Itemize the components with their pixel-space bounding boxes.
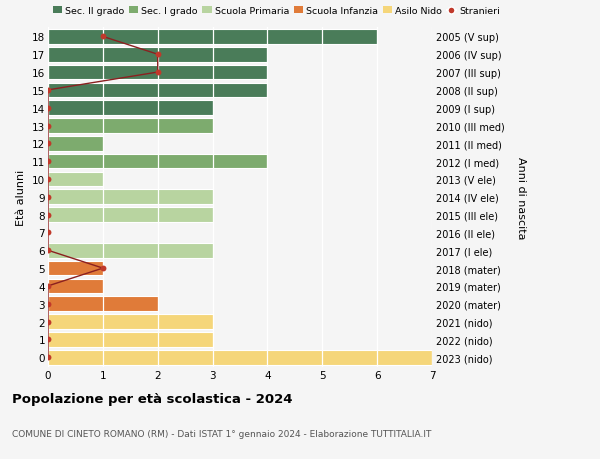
Bar xyxy=(48,350,432,365)
Point xyxy=(43,354,53,361)
Legend: Sec. II grado, Sec. I grado, Scuola Primaria, Scuola Infanzia, Asilo Nido, Stran: Sec. II grado, Sec. I grado, Scuola Prim… xyxy=(53,7,500,16)
Bar xyxy=(48,243,212,258)
Point xyxy=(98,265,107,272)
Bar xyxy=(48,314,212,329)
Point xyxy=(43,176,53,183)
Point xyxy=(43,105,53,112)
Point xyxy=(43,140,53,148)
Bar xyxy=(48,30,377,45)
Point xyxy=(43,158,53,166)
Text: COMUNE DI CINETO ROMANO (RM) - Dati ISTAT 1° gennaio 2024 - Elaborazione TUTTITA: COMUNE DI CINETO ROMANO (RM) - Dati ISTA… xyxy=(12,429,431,438)
Bar xyxy=(48,101,212,116)
Point xyxy=(43,318,53,325)
Y-axis label: Età alunni: Età alunni xyxy=(16,169,26,225)
Bar xyxy=(48,84,268,98)
Bar xyxy=(48,297,158,311)
Point xyxy=(43,212,53,219)
Point xyxy=(153,51,163,59)
Point xyxy=(98,34,107,41)
Bar xyxy=(48,137,103,151)
Point xyxy=(43,87,53,95)
Bar xyxy=(48,48,268,62)
Bar xyxy=(48,279,103,294)
Point xyxy=(43,123,53,130)
Bar xyxy=(48,261,103,276)
Point xyxy=(43,194,53,201)
Text: Popolazione per età scolastica - 2024: Popolazione per età scolastica - 2024 xyxy=(12,392,293,405)
Point xyxy=(43,300,53,308)
Bar xyxy=(48,208,212,223)
Bar xyxy=(48,119,212,134)
Bar xyxy=(48,332,212,347)
Y-axis label: Anni di nascita: Anni di nascita xyxy=(516,156,526,239)
Point xyxy=(43,283,53,290)
Point xyxy=(43,247,53,254)
Bar xyxy=(48,190,212,205)
Point xyxy=(43,229,53,236)
Bar xyxy=(48,155,268,169)
Point xyxy=(153,69,163,77)
Bar xyxy=(48,66,268,80)
Point xyxy=(43,336,53,343)
Bar xyxy=(48,172,103,187)
